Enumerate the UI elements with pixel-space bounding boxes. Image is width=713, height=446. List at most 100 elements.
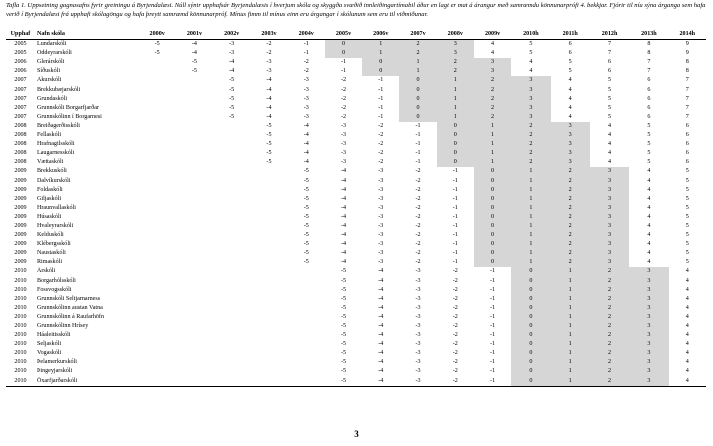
value-cell: -5	[191, 59, 197, 66]
value-cell	[139, 76, 176, 85]
value-cell	[250, 231, 287, 240]
value-cell: -5	[324, 376, 363, 387]
value-cell	[288, 295, 325, 304]
school-name-cell: Brekkuskóli	[36, 168, 67, 175]
value-cell	[250, 258, 287, 267]
value-cell: -4	[378, 359, 384, 366]
value-cell: 3	[550, 131, 590, 141]
value-cell: 2	[589, 331, 630, 341]
start-year-cell: 2007	[14, 95, 27, 102]
value-cell	[288, 358, 325, 367]
value-cell: -4	[340, 177, 347, 184]
value-cell: -4	[378, 286, 384, 293]
value-cell: -5	[340, 332, 347, 339]
school-name-cell: Grunnskólinn Hrísey	[36, 323, 89, 329]
value-cell: 1	[473, 131, 512, 141]
table-row: 2009 Foldaskóli -5 -4 -3 -2 -1 0 1 2 3 4 5	[6, 185, 706, 195]
table-row: 2010 Háaleitisskóli -5 -4 -3 -2 -1 0 1 2 3 4	[6, 331, 706, 341]
header-year: 2012h	[589, 30, 630, 41]
value-cell: 7	[647, 59, 651, 66]
value-cell	[139, 86, 176, 95]
value-cell	[288, 267, 325, 276]
value-cell: 1	[362, 49, 400, 59]
value-cell	[250, 277, 287, 286]
value-cell: 6	[647, 86, 651, 93]
value-cell: -5	[154, 50, 160, 57]
table-row: 2009 Rimaskóli -5 -4 -3 -2 -1 0 1 2 3 4 5	[6, 258, 706, 268]
value-cell: 4	[568, 77, 572, 84]
value-cell: 2	[550, 258, 590, 268]
value-cell: -3	[378, 168, 384, 175]
value-cell: -4	[229, 68, 235, 75]
value-cell: -2	[452, 350, 458, 357]
value-cell	[176, 140, 213, 149]
value-cell: -1	[340, 68, 347, 75]
value-cell: -5	[340, 268, 347, 275]
value-cell: 5	[685, 222, 689, 229]
value-cell: 0	[473, 249, 512, 259]
value-cell: 5	[685, 168, 689, 175]
header-row: Upphaf Nafn skóla 2000v 2001v 2002v 2003…	[6, 30, 706, 41]
value-cell: 7	[608, 41, 612, 48]
school-name-cell: Grunnskólinn á Raufarhöfn	[36, 313, 105, 320]
table-row: 2005 Lundarskóli -5 -4 -3 -2 -1 0 1 2 3 4 5 6 7 8 9	[6, 39, 706, 50]
school-name-cell: Árskóli	[36, 268, 56, 275]
school-name-cell: Seljaskóli	[36, 341, 62, 348]
table-row: 2009 Giljaskóli -5 -4 -3 -2 -1 0 1 2 3 4 5	[6, 194, 706, 204]
value-cell	[288, 304, 325, 313]
value-cell: -2	[415, 168, 421, 175]
value-cell: 3	[629, 349, 669, 359]
value-cell: -3	[378, 250, 384, 257]
value-cell: 0	[473, 221, 512, 232]
value-cell	[288, 322, 325, 331]
value-cell: 6	[647, 95, 651, 102]
value-cell	[139, 177, 176, 186]
value-cell: -5	[229, 113, 235, 120]
value-cell: 3	[589, 231, 630, 241]
value-cell	[250, 186, 287, 195]
value-cell	[213, 313, 250, 322]
header-year: 2008v	[436, 30, 474, 41]
value-cell	[176, 367, 213, 376]
value-cell: -5	[303, 186, 309, 193]
start-year-cell: 2009	[14, 250, 27, 257]
school-name-cell: Öxarfjarðarskóli	[34, 376, 139, 387]
start-year-cell: 2008	[14, 141, 27, 148]
school-name-cell: Glerárskóli	[36, 59, 65, 66]
data-table: Upphaf Nafn skóla 2000v 2001v 2002v 2003…	[6, 30, 706, 387]
value-cell	[176, 349, 213, 358]
value-cell: 3	[589, 185, 630, 195]
value-cell: -3	[340, 132, 347, 139]
value-cell: -2	[415, 241, 421, 248]
value-cell: 4	[647, 241, 651, 248]
value-cell: 0	[436, 140, 474, 150]
value-cell: -5	[340, 304, 347, 311]
value-cell: -3	[378, 195, 384, 202]
value-cell: -1	[378, 113, 384, 120]
value-cell: 6	[568, 50, 572, 57]
start-year-cell: 2010	[14, 304, 27, 311]
value-cell: -3	[266, 59, 272, 66]
value-cell: 3	[511, 76, 551, 86]
value-cell: 2	[511, 158, 551, 168]
start-year-cell: 2006	[14, 59, 27, 66]
value-cell: -3	[229, 50, 235, 57]
value-cell: -4	[340, 204, 347, 211]
value-cell: -4	[340, 259, 347, 266]
value-cell: -2	[452, 286, 458, 293]
value-cell: 2	[550, 185, 590, 195]
value-cell: -3	[399, 376, 437, 387]
value-cell: -4	[266, 77, 272, 84]
value-cell	[250, 240, 287, 249]
value-cell: 0	[511, 358, 551, 368]
start-year-cell: 2010	[14, 313, 27, 320]
value-cell	[139, 358, 176, 367]
value-cell: 2	[589, 349, 630, 359]
start-year-cell: 2009	[14, 222, 27, 229]
value-cell: 6	[608, 68, 612, 75]
value-cell: 1	[436, 103, 474, 113]
table-row: 2009 Klébergsskóli -5 -4 -3 -2 -1 0 1 2 3 4 5	[6, 240, 706, 250]
value-cell	[288, 367, 325, 376]
value-cell: 4	[647, 186, 651, 193]
value-cell: 1	[473, 140, 512, 150]
